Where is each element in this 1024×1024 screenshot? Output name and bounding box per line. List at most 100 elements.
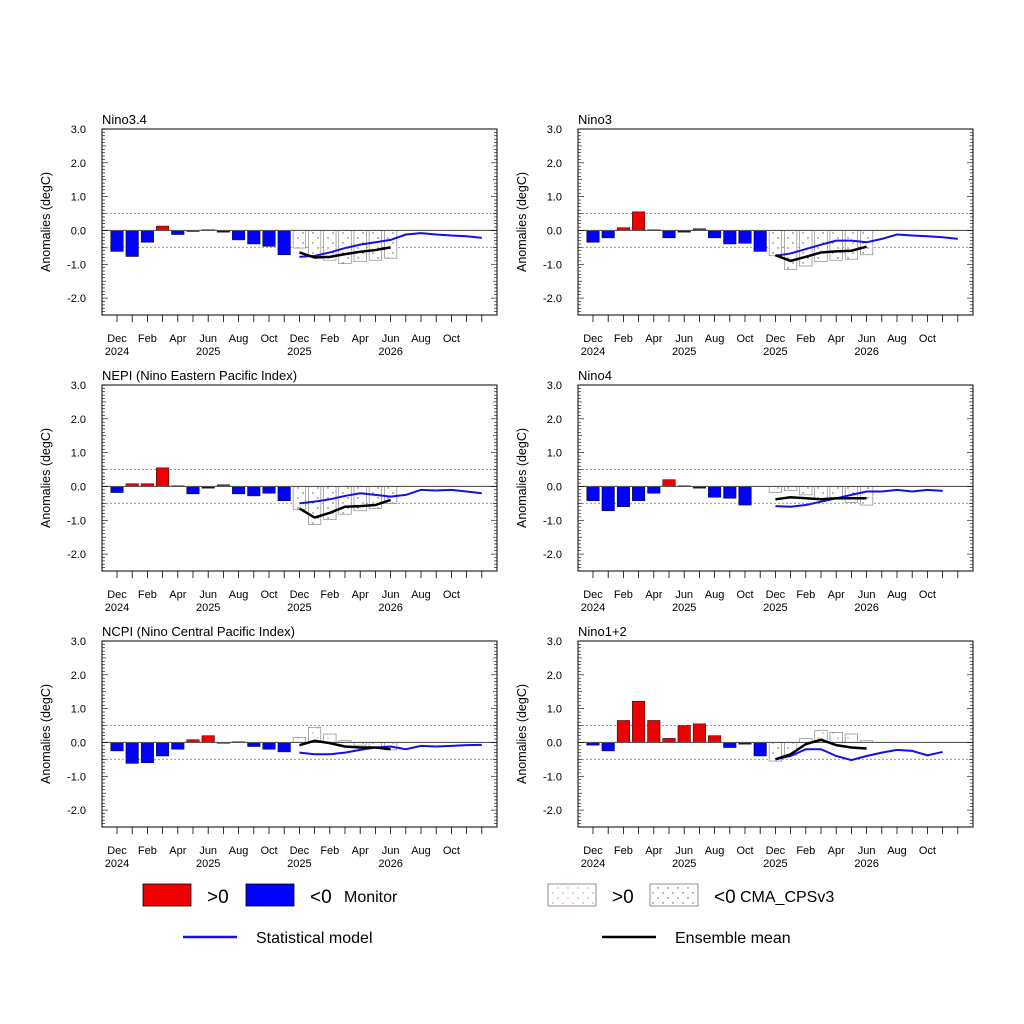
y-tick-label: -2.0: [67, 805, 86, 817]
x-tick-label: Dec: [583, 589, 603, 601]
x-tick-label: Jun: [675, 333, 693, 345]
x-tick-label: Aug: [887, 589, 907, 601]
cma-forecast-bar: [768, 230, 782, 257]
cma-forecast-bar: [844, 733, 858, 743]
legend-ensemble-label: Ensemble mean: [675, 930, 791, 947]
x-tick-year: 2024: [105, 858, 129, 870]
x-tick-label: Dec: [290, 589, 310, 601]
monitor-bar: [110, 230, 124, 252]
legend: >0 <0 Monitor >0 <0 CMA_CPSv3 Statistica…: [142, 883, 834, 947]
monitor-bar: [647, 720, 661, 743]
x-tick-label: Feb: [320, 589, 339, 601]
monitor-bar: [262, 742, 276, 750]
y-tick-label: 0.0: [547, 737, 562, 749]
legend-statistical-label: Statistical model: [256, 930, 373, 947]
statistical-model-line: [299, 232, 482, 258]
ensemble-mean-line: [299, 246, 391, 259]
monitor-bar: [632, 211, 646, 231]
cma-forecast-bar: [292, 486, 306, 510]
x-tick-label: Apr: [828, 589, 845, 601]
y-axis-label: Anomalies (degC): [515, 172, 529, 272]
x-tick-label: Dec: [766, 589, 786, 601]
monitor-bar: [186, 486, 200, 495]
legend-monitor-positive-label: >0: [207, 887, 229, 908]
x-tick-year: 2025: [763, 858, 787, 870]
chart-panel-4: NCPI (Nino Central Pacific Index) 3.0 2.0 1…: [39, 624, 498, 870]
x-tick-label: Aug: [887, 845, 907, 857]
chart-panel-0: Nino3.4 3.0 2.0 1.0 0.0 -1.0 -2.0 Anomalies (de…: [39, 112, 498, 358]
panel-title: NCPI (Nino Central Pacific Index): [102, 624, 295, 639]
ensemble-mean-line: [774, 245, 867, 263]
x-tick-year: 2025: [763, 346, 787, 358]
monitor-bar: [738, 486, 752, 506]
monitor-bar: [708, 735, 722, 743]
x-tick-label: Apr: [645, 589, 662, 601]
statistical-model-line: [299, 488, 482, 505]
monitor-bar: [277, 486, 291, 501]
x-tick-year: 2024: [581, 858, 605, 870]
monitor-bar: [277, 742, 291, 753]
x-tick-label: Dec: [107, 589, 127, 601]
y-tick-label: -1.0: [67, 515, 86, 527]
x-tick-label: Feb: [614, 589, 633, 601]
x-tick-year: 2025: [287, 602, 311, 614]
x-tick-year: 2024: [581, 346, 605, 358]
cma-forecast-bar: [844, 230, 858, 260]
y-tick-label: -2.0: [67, 293, 86, 305]
x-tick-label: Aug: [887, 333, 907, 345]
x-tick-label: Feb: [796, 589, 815, 601]
statistical-model-line: [299, 743, 482, 756]
y-tick-label: 2.0: [547, 414, 562, 426]
x-tick-year: 2024: [105, 346, 129, 358]
x-tick-year: 2024: [581, 602, 605, 614]
monitor-bar: [662, 230, 676, 239]
x-tick-year: 2026: [854, 346, 878, 358]
x-tick-year: 2025: [672, 858, 696, 870]
statistical-model-line: [775, 748, 943, 762]
x-tick-label: Dec: [107, 845, 127, 857]
statistical-model-line: [775, 233, 958, 257]
x-tick-label: Aug: [705, 333, 725, 345]
y-tick-label: -2.0: [67, 549, 86, 561]
x-tick-label: Aug: [229, 589, 249, 601]
x-tick-label: Dec: [766, 333, 786, 345]
cma-forecast-bar: [829, 230, 843, 261]
y-tick-label: 0.0: [71, 225, 86, 237]
x-tick-year: 2025: [196, 602, 220, 614]
panel-title: Nino3: [578, 112, 612, 127]
x-tick-label: Aug: [411, 845, 431, 857]
monitor-bar: [232, 230, 246, 241]
x-tick-label: Feb: [138, 333, 157, 345]
y-tick-label: 3.0: [71, 380, 86, 392]
cma-forecast-bar: [829, 732, 843, 743]
monitor-bar: [262, 230, 276, 247]
panel-title: NEPI (Nino Eastern Pacific Index): [102, 368, 297, 383]
y-tick-label: 0.0: [547, 481, 562, 493]
x-tick-label: Aug: [229, 333, 249, 345]
ensemble-mean-line: [775, 738, 867, 761]
x-tick-label: Dec: [290, 333, 310, 345]
x-tick-year: 2025: [672, 346, 696, 358]
legend-monitor-positive-swatch: [142, 883, 192, 907]
y-axis-label: Anomalies (degC): [39, 172, 53, 272]
monitor-bar: [616, 486, 630, 507]
monitor-bar: [232, 486, 246, 495]
x-tick-label: Jun: [858, 589, 876, 601]
y-axis-label: Anomalies (degC): [39, 684, 53, 784]
y-tick-label: 0.0: [71, 737, 86, 749]
monitor-bar: [647, 486, 661, 494]
x-tick-year: 2024: [105, 602, 129, 614]
x-tick-label: Apr: [352, 333, 369, 345]
monitor-bar: [753, 230, 767, 252]
y-tick-label: 3.0: [71, 636, 86, 648]
cma-forecast-bar: [292, 230, 306, 249]
y-tick-label: 1.0: [71, 704, 86, 716]
x-tick-label: Dec: [766, 845, 786, 857]
x-tick-label: Dec: [583, 845, 603, 857]
monitor-bar: [753, 742, 767, 757]
cma-forecast-bar: [338, 486, 352, 515]
x-tick-label: Oct: [443, 589, 460, 601]
x-tick-year: 2025: [287, 858, 311, 870]
monitor-bar: [616, 720, 630, 743]
monitor-bar: [201, 735, 215, 743]
